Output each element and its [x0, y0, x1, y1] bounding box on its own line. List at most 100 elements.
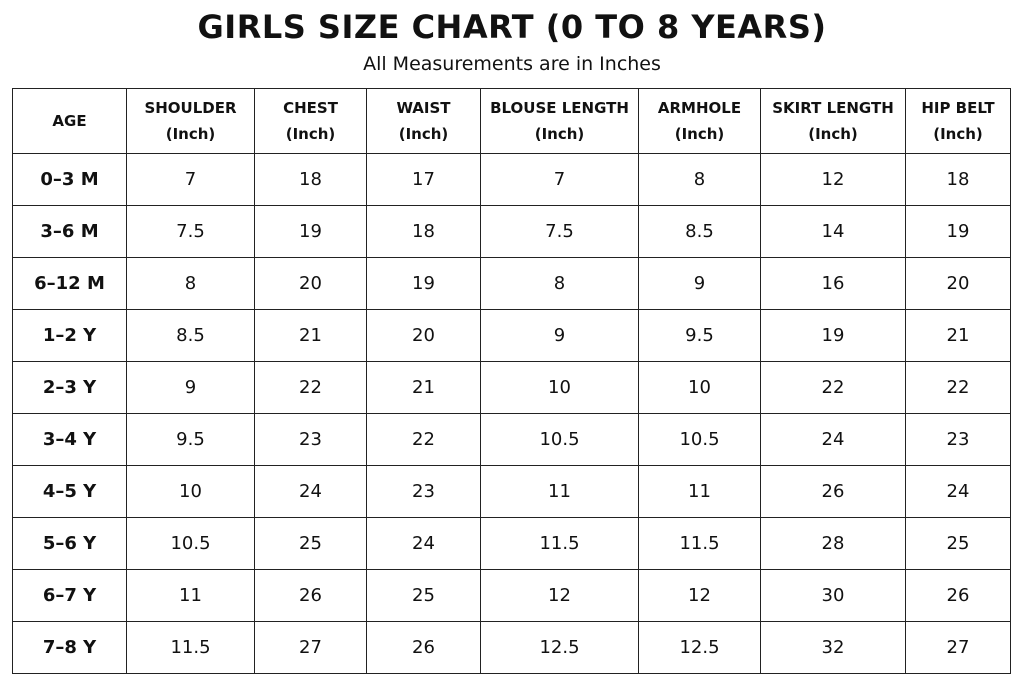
size-cell: 18	[254, 153, 367, 206]
column-name: BLOUSE LENGTH	[490, 99, 629, 117]
size-cell: 10	[638, 361, 761, 414]
size-cell: 9	[126, 361, 255, 414]
age-cell: 5–6 Y	[12, 517, 127, 570]
size-cell: 22	[254, 361, 367, 414]
column-unit: (Inch)	[674, 125, 725, 143]
size-cell: 26	[760, 465, 906, 518]
size-cell: 21	[905, 309, 1011, 362]
size-cell: 18	[366, 205, 481, 258]
age-cell: 3–4 Y	[12, 413, 127, 466]
size-cell: 26	[254, 569, 367, 622]
size-cell: 21	[366, 361, 481, 414]
table-row: 1–2 Y 8.5 21 20 9 9.5 19 21	[12, 309, 1011, 362]
age-cell: 1–2 Y	[12, 309, 127, 362]
age-cell: 6–7 Y	[12, 569, 127, 622]
size-cell: 11.5	[638, 517, 761, 570]
size-cell: 24	[366, 517, 481, 570]
table-row: 5–6 Y 10.5 25 24 11.5 11.5 28 25	[12, 517, 1011, 570]
size-cell: 14	[760, 205, 906, 258]
size-cell: 20	[366, 309, 481, 362]
column-header: BLOUSE LENGTH (Inch)	[480, 88, 639, 154]
size-cell: 12	[638, 569, 761, 622]
column-name: HIP BELT	[921, 99, 995, 117]
size-cell: 25	[366, 569, 481, 622]
age-cell: 2–3 Y	[12, 361, 127, 414]
size-cell: 7	[480, 153, 639, 206]
size-cell: 11	[480, 465, 639, 518]
title: GIRLS SIZE CHART (0 TO 8 YEARS)	[197, 8, 827, 46]
header-row: AGE SHOULDER (Inch) CHEST (Inch) WAIST (Inch) B…	[12, 88, 1011, 154]
size-cell: 27	[254, 621, 367, 674]
column-unit: (Inch)	[808, 125, 858, 143]
size-cell: 11	[638, 465, 761, 518]
size-cell: 8	[126, 257, 255, 310]
table-body: 0–3 M 7 18 17 7 8 12 18 3–6 M 7.5 19 18 7.5 8.5 14 19 6–…	[12, 153, 1011, 674]
column-name: ARMHOLE	[657, 99, 742, 117]
size-cell: 22	[905, 361, 1011, 414]
table-row: 6–7 Y 11 26 25 12 12 30 26	[12, 569, 1011, 622]
age-cell: 3–6 M	[12, 205, 127, 258]
size-cell: 12.5	[480, 621, 639, 674]
size-cell: 11.5	[126, 621, 255, 674]
size-cell: 10	[126, 465, 255, 518]
size-cell: 21	[254, 309, 367, 362]
subtitle: All Measurements are in Inches	[363, 53, 661, 75]
size-cell: 27	[905, 621, 1011, 674]
size-cell: 20	[905, 257, 1011, 310]
column-unit: (Inch)	[285, 125, 336, 143]
column-header: WAIST (Inch)	[366, 88, 481, 154]
size-cell: 17	[366, 153, 481, 206]
size-cell: 9.5	[638, 309, 761, 362]
column-name: CHEST	[283, 99, 338, 117]
size-cell: 24	[254, 465, 367, 518]
size-cell: 8	[638, 153, 761, 206]
size-cell: 18	[905, 153, 1011, 206]
size-cell: 8	[480, 257, 639, 310]
table-row: 7–8 Y 11.5 27 26 12.5 12.5 32 27	[12, 621, 1011, 674]
size-cell: 12.5	[638, 621, 761, 674]
column-unit: (Inch)	[933, 125, 983, 143]
size-cell: 26	[366, 621, 481, 674]
size-cell: 28	[760, 517, 906, 570]
size-cell: 12	[760, 153, 906, 206]
size-cell: 16	[760, 257, 906, 310]
size-cell: 25	[254, 517, 367, 570]
column-unit: (Inch)	[165, 125, 216, 143]
column-unit: (Inch)	[534, 125, 585, 143]
size-cell: 11.5	[480, 517, 639, 570]
table-row: 3–6 M 7.5 19 18 7.5 8.5 14 19	[12, 205, 1011, 258]
size-cell: 10.5	[638, 413, 761, 466]
size-cell: 19	[366, 257, 481, 310]
size-cell: 19	[905, 205, 1011, 258]
size-cell: 20	[254, 257, 367, 310]
size-cell: 8.5	[638, 205, 761, 258]
table-row: 0–3 M 7 18 17 7 8 12 18	[12, 153, 1011, 206]
size-table: AGE SHOULDER (Inch) CHEST (Inch) WAIST (Inch) B…	[12, 88, 1011, 674]
size-cell: 23	[905, 413, 1011, 466]
size-cell: 7.5	[126, 205, 255, 258]
column-name: WAIST	[396, 99, 451, 117]
column-header: AGE	[12, 88, 127, 154]
size-cell: 7	[126, 153, 255, 206]
size-cell: 24	[760, 413, 906, 466]
size-cell: 23	[366, 465, 481, 518]
table-row: 2–3 Y 9 22 21 10 10 22 22	[12, 361, 1011, 414]
size-cell: 22	[366, 413, 481, 466]
size-cell: 30	[760, 569, 906, 622]
size-cell: 9	[638, 257, 761, 310]
column-header: SKIRT LENGTH (Inch)	[760, 88, 906, 154]
size-cell: 32	[760, 621, 906, 674]
size-cell: 19	[254, 205, 367, 258]
column-unit: (Inch)	[398, 125, 449, 143]
size-cell: 22	[760, 361, 906, 414]
size-cell: 23	[254, 413, 367, 466]
size-cell: 11	[126, 569, 255, 622]
size-cell: 8.5	[126, 309, 255, 362]
size-cell: 9	[480, 309, 639, 362]
column-header: ARMHOLE (Inch)	[638, 88, 761, 154]
column-header: HIP BELT (Inch)	[905, 88, 1011, 154]
age-cell: 4–5 Y	[12, 465, 127, 518]
size-cell: 7.5	[480, 205, 639, 258]
age-cell: 0–3 M	[12, 153, 127, 206]
size-cell: 10	[480, 361, 639, 414]
